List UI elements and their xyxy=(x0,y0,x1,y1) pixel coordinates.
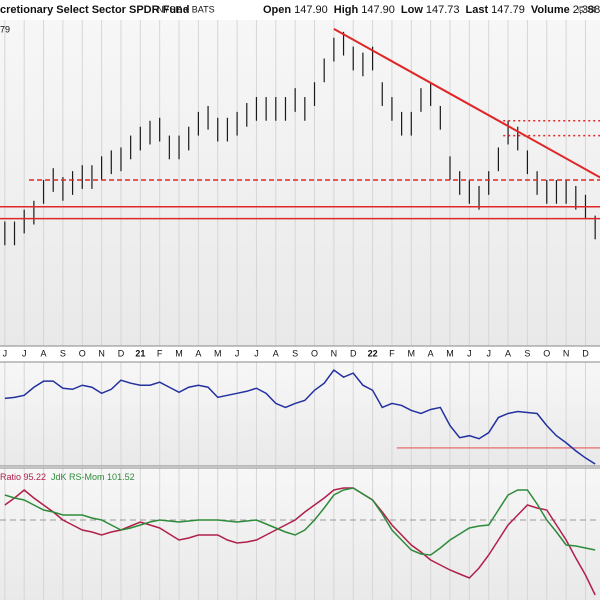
series-line xyxy=(4,369,596,465)
x-tick-label: D xyxy=(582,348,589,358)
x-tick-label: A xyxy=(41,348,47,358)
x-tick-label: O xyxy=(311,348,318,358)
stat-label: Volume xyxy=(531,4,570,16)
rs-panel xyxy=(0,362,600,466)
momentum-panel xyxy=(0,468,600,600)
x-tick-label: A xyxy=(505,348,511,358)
x-tick-label: S xyxy=(292,348,298,358)
x-tick-label: F xyxy=(389,348,395,358)
last-label: 79 xyxy=(0,24,10,34)
exchange: NYSE + BATS xyxy=(157,4,215,14)
stat-label: Open xyxy=(263,4,291,16)
x-tick-label: J xyxy=(22,348,27,358)
x-tick-label: N xyxy=(98,348,105,358)
x-tick-label: J xyxy=(3,348,8,358)
x-tick-label: J xyxy=(235,348,240,358)
x-tick-label: J xyxy=(254,348,259,358)
x-tick-label: O xyxy=(79,348,86,358)
x-tick-label: A xyxy=(195,348,201,358)
x-tick-label: M xyxy=(175,348,183,358)
x-tick-label: S xyxy=(524,348,530,358)
x-tick-label: 22 xyxy=(368,348,378,358)
series-line xyxy=(4,487,596,596)
stat-value: 147.90 xyxy=(294,4,328,16)
watermark: © St xyxy=(578,4,596,14)
x-tick-label: N xyxy=(331,348,338,358)
trendline xyxy=(333,28,600,179)
x-tick-label: 21 xyxy=(135,348,145,358)
legend: Ratio 95.22 JdK RS-Mom 101.52 xyxy=(0,472,135,482)
x-tick-label: A xyxy=(273,348,279,358)
x-tick-label: J xyxy=(486,348,491,358)
stat-label: Low xyxy=(401,4,423,16)
x-tick-label: A xyxy=(428,348,434,358)
series-line xyxy=(4,487,596,556)
legend-entry: JdK RS-Mom 101.52 xyxy=(51,472,135,482)
legend-entry: Ratio 95.22 xyxy=(0,472,46,482)
stat-value: 147.73 xyxy=(426,4,460,16)
stat-value: 147.79 xyxy=(491,4,525,16)
stat-value: 2,388 xyxy=(573,4,600,16)
x-tick-label: M xyxy=(408,348,416,358)
x-tick-label: S xyxy=(60,348,66,358)
x-tick-label: O xyxy=(543,348,550,358)
stats: Open 147.90 High 147.90 Low 147.73 Last 147.79 V… xyxy=(263,4,600,16)
price-panel xyxy=(0,20,600,346)
x-tick-label: M xyxy=(214,348,222,358)
x-tick-label: M xyxy=(446,348,454,358)
stat-label: Last xyxy=(466,4,489,16)
x-tick-label: F xyxy=(157,348,163,358)
stat-value: 147.90 xyxy=(361,4,395,16)
x-tick-label: D xyxy=(118,348,125,358)
chart-title: cretionary Select Sector SPDR Fund xyxy=(0,4,190,16)
x-tick-label: N xyxy=(563,348,570,358)
stat-label: High xyxy=(334,4,359,16)
x-tick-label: J xyxy=(467,348,472,358)
x-tick-label: D xyxy=(350,348,357,358)
